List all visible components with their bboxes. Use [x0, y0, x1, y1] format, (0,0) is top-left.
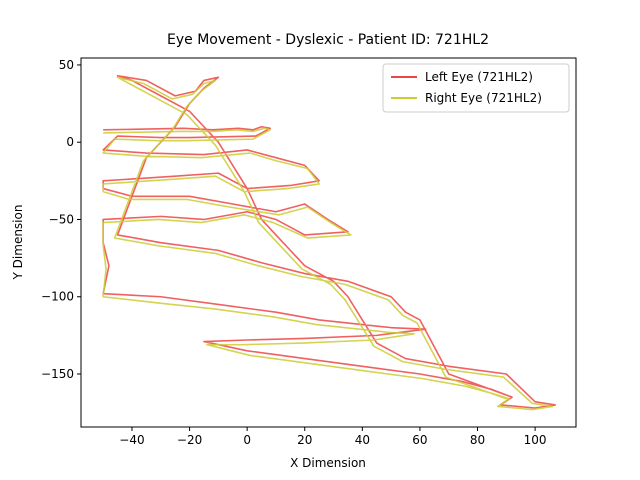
y-tick-label: −100: [41, 290, 74, 304]
y-tick-label: 0: [66, 135, 74, 149]
line-series: [102, 76, 554, 411]
x-tick-label: −20: [177, 433, 202, 447]
legend-label: Right Eye (721HL2): [425, 91, 542, 105]
legend-box: [382, 63, 570, 113]
x-tick-label: 40: [355, 433, 370, 447]
x-axis-label: X Dimension: [290, 456, 366, 470]
x-tick-label: −40: [119, 433, 144, 447]
x-tick-label: 20: [297, 433, 312, 447]
y-tick-label: −50: [49, 212, 74, 226]
y-tick-label: −150: [41, 367, 74, 381]
y-tick-label: 50: [59, 58, 74, 72]
line-series: [102, 74, 557, 409]
x-tick-label: 80: [470, 433, 485, 447]
y-axis-label: Y Dimension: [11, 205, 25, 281]
x-tick-label: 0: [243, 433, 251, 447]
axes-frame: [80, 57, 577, 428]
x-tick-label: 100: [524, 433, 547, 447]
legend-label: Left Eye (721HL2): [425, 70, 533, 84]
x-tick-label: 60: [412, 433, 427, 447]
chart-title: Eye Movement - Dyslexic - Patient ID: 72…: [167, 32, 489, 48]
